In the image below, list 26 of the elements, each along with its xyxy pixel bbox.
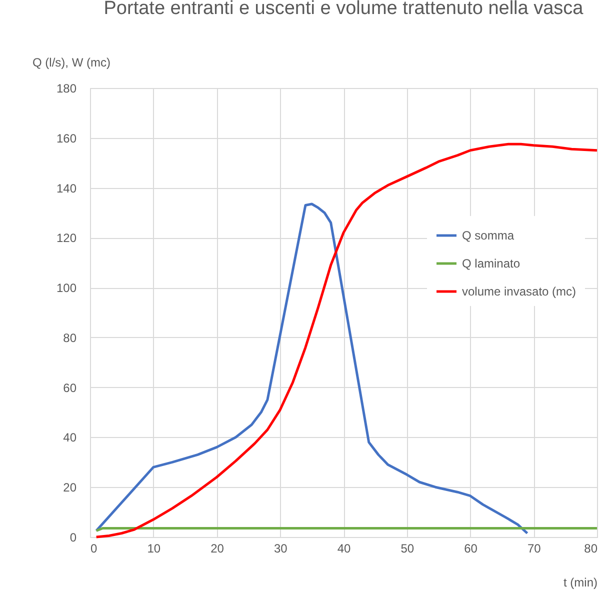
x-tick-label: 80	[584, 542, 598, 556]
y-tick-label: 100	[56, 281, 77, 296]
x-tick-label: 20	[210, 542, 224, 556]
y-tick-label: 180	[56, 82, 77, 96]
legend-label: volume invasato (mc)	[462, 284, 576, 298]
x-axis-title: t (min)	[564, 576, 598, 590]
x-tick-label: 40	[337, 542, 351, 556]
chart-title: Portate entranti e uscenti e volume trattenuto nella vasca	[104, 0, 584, 19]
x-tick-label: 30	[274, 542, 288, 556]
y-tick-label: 160	[56, 131, 77, 146]
line-series	[95, 142, 598, 538]
y-tick-label: 120	[56, 231, 77, 246]
legend-label: Q somma	[462, 228, 514, 242]
legend-label: Q laminato	[462, 256, 520, 270]
x-tick-label: 10	[147, 542, 161, 556]
x-tick-label: 50	[400, 542, 414, 556]
y-axis-title: Q (l/s), W (mc)	[32, 56, 110, 70]
x-tick-label: 70	[527, 542, 542, 556]
x-tick-label: 60	[464, 542, 478, 556]
y-tick-label: 140	[56, 181, 77, 196]
y-tick-label: 40	[63, 430, 77, 445]
y-tick-label: 80	[63, 330, 77, 345]
x-tick-label: 0	[90, 542, 98, 556]
y-tick-label: 0	[70, 530, 77, 544]
y-tick-label: 20	[63, 480, 77, 495]
y-tick-label: 60	[63, 380, 77, 395]
